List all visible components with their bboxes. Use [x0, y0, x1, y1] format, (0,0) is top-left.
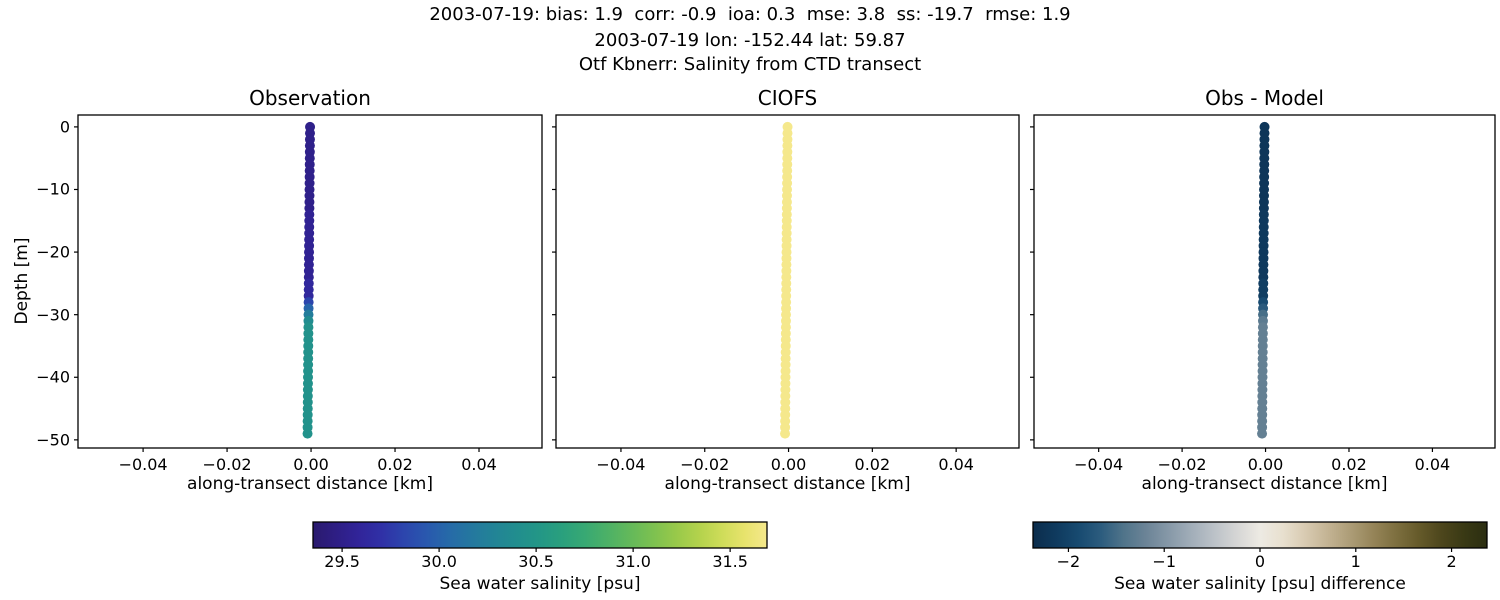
figure-title: Otf Kbnerr: Salinity from CTD transect: [578, 54, 922, 75]
colorbar-1: [1032, 521, 1488, 552]
panel-title-ciofs: CIOFS: [757, 86, 818, 110]
axis-ticks: [74, 126, 480, 452]
cbtick-label: 1: [1350, 552, 1361, 571]
tick-label: 0.04: [938, 455, 974, 474]
axis-ticks: [552, 126, 957, 452]
scatter-dot: [780, 428, 791, 439]
ytick-label: −30: [36, 305, 70, 325]
cbtick-label: 31.5: [712, 552, 748, 571]
colorbar-gradient: [312, 521, 768, 549]
cbtick-label: −1: [1152, 552, 1177, 571]
location-title: 2003-07-19 lon: -152.44 lat: 59.87: [594, 30, 906, 51]
cbtick-label: 2: [1446, 552, 1457, 571]
x-axis-label-observation: along-transect distance [km]: [187, 474, 433, 494]
cbtick-label: 31.0: [615, 552, 651, 571]
tick-label: −0.02: [1157, 455, 1207, 474]
colorbar-label-difference: Sea water salinity [psu] difference: [1114, 574, 1406, 594]
x-axis-label-obs-model: along-transect distance [km]: [1141, 474, 1388, 494]
ytick-label: −50: [36, 430, 70, 450]
panel-axes-2: [1030, 114, 1496, 452]
cbtick-label: 30.5: [518, 552, 554, 571]
cbtick-label: 29.5: [324, 552, 360, 571]
tick-label: 0.02: [1331, 455, 1367, 474]
ytick-label: −10: [36, 179, 70, 199]
tick-label: 0.00: [1247, 455, 1284, 474]
panel-title-observation: Observation: [249, 86, 371, 110]
panel-title-obs-model: Obs - Model: [1205, 86, 1324, 110]
tick-label: 0.04: [461, 455, 497, 474]
panel-axes-0: [74, 114, 543, 452]
tick-label: 0.02: [854, 455, 891, 474]
axes-border: [555, 114, 1020, 449]
scatter-dot: [302, 428, 313, 439]
scatter-series-2: [1257, 121, 1270, 439]
x-axis-label-ciofs: along-transect distance [km]: [664, 474, 911, 494]
tick-label: −0.02: [680, 455, 730, 474]
tick-label: −0.04: [118, 455, 168, 474]
panel-axes-1: [552, 114, 1020, 452]
tick-label: 0.00: [770, 455, 807, 474]
axes-border: [77, 114, 543, 449]
ytick-label: −20: [36, 242, 70, 262]
colorbar-gradient: [1032, 521, 1488, 549]
colorbar-label-salinity: Sea water salinity [psu]: [439, 574, 641, 594]
scatter-series-1: [780, 121, 793, 439]
tick-label: −0.04: [596, 455, 646, 474]
ytick-label: −40: [36, 367, 70, 387]
y-axis-label: Depth [m]: [12, 237, 32, 325]
cbtick-label: −2: [1056, 552, 1081, 571]
tick-label: −0.04: [1074, 455, 1124, 474]
ytick-label: 0: [59, 117, 70, 137]
colorbar-0: [312, 521, 768, 552]
tick-label: 0.04: [1414, 455, 1451, 474]
axes-border: [1033, 114, 1496, 449]
tick-label: 0.02: [377, 455, 413, 474]
axis-ticks: [1030, 126, 1434, 452]
scatter-dot: [1257, 428, 1268, 439]
tick-label: −0.02: [202, 455, 252, 474]
stats-title: 2003-07-19: bias: 1.9 corr: -0.9 ioa: 0.…: [429, 4, 1071, 25]
scatter-series-0: [302, 121, 316, 439]
tick-label: 0.00: [293, 455, 329, 474]
cbtick-label: 0: [1254, 552, 1266, 571]
cbtick-label: 30.0: [421, 552, 457, 571]
